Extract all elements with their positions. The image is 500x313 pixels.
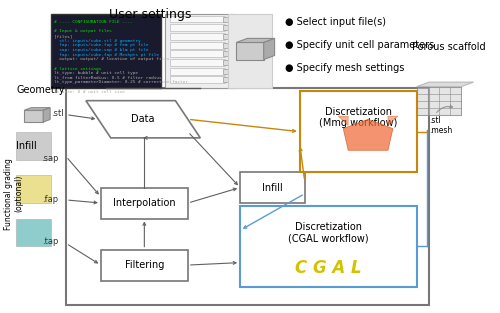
Text: fap: inputs/cube.fap # Meshpts pt file: fap: inputs/cube.fap # Meshpts pt file (54, 53, 158, 57)
FancyBboxPatch shape (222, 77, 232, 82)
Text: Discretization
(CGAL workflow): Discretization (CGAL workflow) (288, 222, 368, 243)
FancyBboxPatch shape (170, 68, 225, 74)
FancyBboxPatch shape (222, 51, 232, 56)
FancyBboxPatch shape (228, 14, 272, 88)
Text: Functional grading
(optional): Functional grading (optional) (4, 158, 24, 230)
Bar (16, 175, 51, 203)
Text: output: output/ # location of output files: output: output/ # location of output fil… (54, 57, 169, 61)
Text: lt_type_parameterDiameter: 0.25 # correction factor: lt_type_parameterDiameter: 0.25 # correc… (54, 80, 188, 85)
Polygon shape (343, 119, 393, 150)
Bar (16, 132, 51, 160)
Text: sap: inputs/cube.sap # blm pt file: sap: inputs/cube.sap # blm pt file (54, 48, 148, 52)
Polygon shape (416, 82, 474, 87)
Text: lt_type: bubble # unit cell type: lt_type: bubble # unit cell type (54, 71, 138, 75)
Text: # lattice settings: # lattice settings (54, 67, 101, 70)
Polygon shape (43, 108, 50, 122)
FancyBboxPatch shape (170, 24, 225, 31)
FancyBboxPatch shape (222, 34, 232, 39)
FancyBboxPatch shape (222, 69, 232, 74)
FancyBboxPatch shape (222, 60, 232, 65)
FancyBboxPatch shape (170, 42, 225, 49)
Text: ● Select input file(s): ● Select input file(s) (285, 17, 386, 27)
Text: User settings: User settings (110, 8, 192, 21)
Text: lt_from filterRadius: 0.5 # filter radius: lt_from filterRadius: 0.5 # filter radiu… (54, 76, 161, 80)
Polygon shape (264, 38, 274, 59)
Text: C G A L: C G A L (295, 259, 362, 277)
Bar (416, 87, 462, 115)
FancyBboxPatch shape (300, 91, 416, 172)
Text: # ---- CONFIGURATION FILE ----: # ---- CONFIGURATION FILE ---- (54, 20, 132, 24)
FancyBboxPatch shape (222, 25, 232, 30)
Text: Discretization
(Mmg workflow): Discretization (Mmg workflow) (319, 107, 398, 128)
FancyBboxPatch shape (170, 33, 225, 40)
Text: Infill: Infill (16, 141, 37, 151)
Text: .stl
.mesh: .stl .mesh (429, 116, 452, 135)
Text: Filtering: Filtering (124, 260, 164, 270)
Polygon shape (236, 43, 264, 59)
FancyBboxPatch shape (51, 14, 160, 88)
Polygon shape (24, 110, 43, 122)
Bar (16, 218, 51, 246)
Text: ● Specify mesh settings: ● Specify mesh settings (285, 64, 404, 74)
FancyBboxPatch shape (240, 206, 416, 287)
Polygon shape (86, 101, 200, 138)
Text: .fap: .fap (42, 195, 58, 204)
Text: # Input & output files: # Input & output files (54, 29, 112, 33)
FancyBboxPatch shape (166, 14, 235, 88)
FancyBboxPatch shape (101, 187, 188, 218)
FancyBboxPatch shape (101, 249, 188, 280)
FancyBboxPatch shape (170, 76, 225, 83)
FancyBboxPatch shape (222, 17, 232, 22)
Text: .sap: .sap (41, 154, 58, 162)
Text: Infill: Infill (262, 182, 283, 192)
FancyBboxPatch shape (170, 59, 225, 66)
Text: Data: Data (132, 114, 155, 124)
FancyBboxPatch shape (170, 50, 225, 57)
Text: Interpolation: Interpolation (113, 198, 176, 208)
Polygon shape (338, 116, 348, 126)
Text: .tap: .tap (42, 237, 58, 246)
FancyBboxPatch shape (170, 16, 225, 23)
Text: [files]: [files] (54, 34, 72, 38)
Text: ● Specify unit cell parameters: ● Specify unit cell parameters (285, 40, 434, 50)
Text: Porous scaffold: Porous scaffold (412, 42, 486, 52)
FancyBboxPatch shape (66, 88, 429, 305)
FancyBboxPatch shape (240, 172, 304, 203)
Text: lt_size: 8 # unit cell size: lt_size: 8 # unit cell size (54, 90, 125, 94)
FancyBboxPatch shape (222, 43, 232, 48)
Polygon shape (24, 108, 50, 110)
Text: Geometry: Geometry (16, 85, 65, 95)
Text: .stl: .stl (51, 109, 64, 118)
Text: stl: inputs/cube.stl # geometry: stl: inputs/cube.stl # geometry (54, 38, 140, 43)
Polygon shape (388, 116, 398, 126)
Polygon shape (236, 38, 275, 43)
Text: fap: inputs/cube.fap # fem pt file: fap: inputs/cube.fap # fem pt file (54, 43, 148, 47)
